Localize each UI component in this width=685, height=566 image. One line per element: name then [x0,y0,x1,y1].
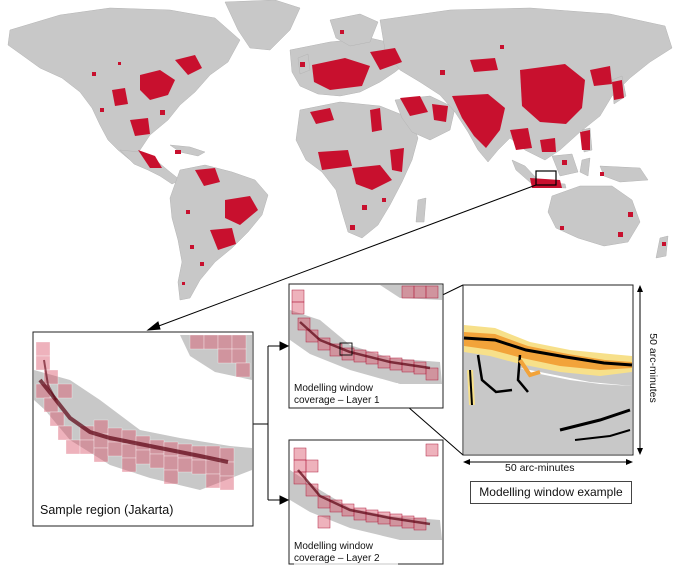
sample-region-panel [32,331,254,527]
scandinavia [329,13,379,47]
jakarta-highlight-box [535,170,557,186]
layer1-caption: Modelling window coverage – Layer 1 [294,383,398,407]
new-zealand [655,235,669,259]
greenland [224,0,301,51]
papua [599,165,649,183]
north-america [7,7,241,161]
sample-region-caption: Sample region (Jakarta) [40,503,174,517]
madagascar [415,197,427,223]
arc-minutes-bottom-label: 50 arc-minutes [505,462,575,474]
urban-areas [92,30,666,285]
layer2-caption: Modelling window coverage – Layer 2 [294,541,398,565]
world-map [7,0,673,301]
arc-minutes-right-label: 50 arc-minutes [647,333,659,403]
sulawesi [579,157,591,177]
window-example-caption: Modelling window example [470,481,632,504]
australia [547,185,641,247]
window-example-panel [462,284,643,465]
